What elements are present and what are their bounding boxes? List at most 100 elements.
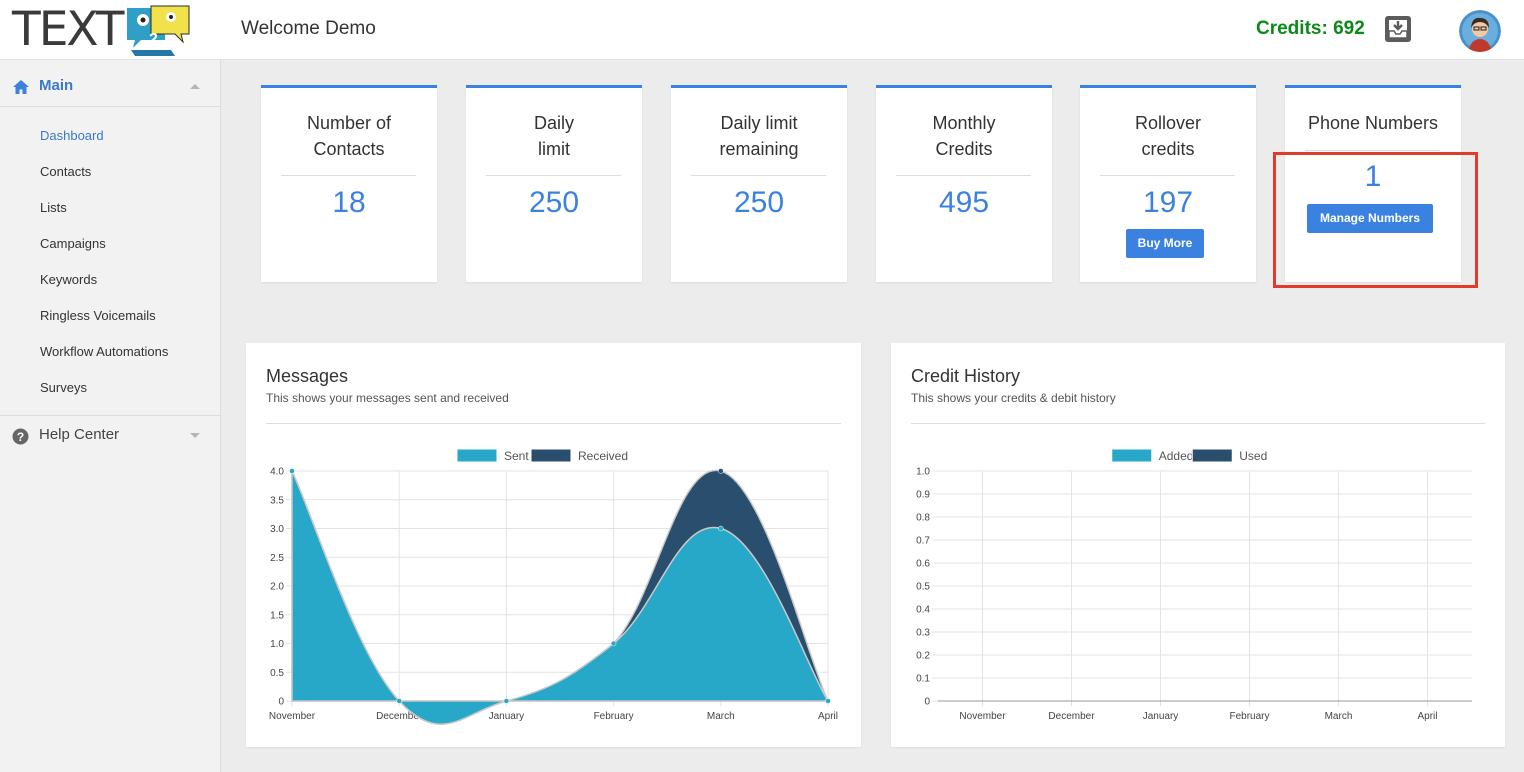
- legend-label: Received: [578, 449, 628, 463]
- logo-number: 2: [149, 31, 158, 48]
- y-tick-label: 0.5: [916, 582, 930, 593]
- logo-text: TEXT: [12, 2, 124, 57]
- y-tick-label: 0.7: [916, 536, 930, 547]
- data-point-sent: [825, 698, 831, 704]
- x-tick-label: April: [818, 711, 838, 722]
- y-tick-label: 0.4: [916, 605, 930, 616]
- stat-value: 197: [1142, 186, 1194, 219]
- stat-value: 250: [733, 186, 785, 219]
- sidebar-main-label: Main: [39, 77, 74, 94]
- y-tick-label: 4.0: [270, 467, 284, 478]
- messages-chart: Sent Received 0 0.5 1.0 1.5 2.0 2.5 3.0 3.5 4.0 Nov…: [269, 448, 838, 725]
- sidebar: Main Dashboard Contacts Lists Campaigns …: [0, 60, 221, 772]
- sidebar-item-campaigns[interactable]: Campaigns: [40, 236, 106, 251]
- legend-label: Added: [1159, 449, 1194, 463]
- y-tick-label: 0: [278, 697, 284, 708]
- stat-card-daily-limit: Daily limit 250: [466, 85, 642, 282]
- card-divider: [691, 175, 826, 176]
- highlight-annotation: [1273, 152, 1478, 288]
- x-tick-label: November: [269, 711, 316, 722]
- sidebar-divider: [0, 106, 221, 107]
- y-tick-label: 1.0: [270, 639, 284, 650]
- y-tick-label: 1.0: [916, 467, 930, 478]
- top-header: TEXT 2 Welcome Demo Credits: 692: [0, 0, 1524, 60]
- svg-text:?: ?: [17, 430, 24, 444]
- y-tick-label: 0.3: [916, 628, 930, 639]
- data-point-sent: [289, 468, 295, 474]
- y-tick-label: 2.5: [270, 553, 284, 564]
- stat-title: credits: [1141, 139, 1195, 159]
- panel-title: Credit History: [911, 366, 1021, 386]
- legend-swatch: [1111, 448, 1153, 463]
- x-tick-label: December: [1048, 711, 1095, 722]
- stat-title: Credits: [935, 139, 993, 159]
- legend-label: Sent: [504, 449, 529, 463]
- sidebar-divider: [0, 415, 221, 416]
- x-tick-label: December: [376, 711, 423, 722]
- sidebar-item-ringless-voicemails[interactable]: Ringless Voicemails: [40, 308, 156, 323]
- legend-swatch: [456, 448, 498, 463]
- x-tick-label: March: [707, 711, 735, 722]
- welcome-text: Welcome Demo: [241, 18, 376, 39]
- user-avatar[interactable]: [1459, 10, 1501, 52]
- card-divider: [1100, 175, 1235, 176]
- stat-value: 18: [332, 186, 366, 219]
- credit-history-panel: Credit History This shows your credits &…: [891, 343, 1505, 747]
- legend-label: Used: [1239, 449, 1267, 463]
- y-tick-label: 0: [924, 697, 930, 708]
- home-icon: [13, 80, 29, 94]
- panel-title: Messages: [266, 366, 349, 386]
- manage-numbers-button[interactable]: Manage Numbers: [1307, 204, 1433, 233]
- sidebar-item-keywords[interactable]: Keywords: [40, 272, 98, 287]
- credits-balance: Credits: 692: [1256, 18, 1365, 39]
- stat-value: 250: [528, 186, 580, 219]
- stat-title: Contacts: [313, 139, 385, 159]
- x-tick-label: April: [1417, 711, 1437, 722]
- data-point-sent: [396, 698, 402, 704]
- card-divider: [896, 175, 1031, 176]
- x-tick-label: February: [594, 711, 634, 722]
- sidebar-item-surveys[interactable]: Surveys: [40, 380, 87, 395]
- x-tick-label: January: [1143, 711, 1179, 722]
- panel-divider: [911, 423, 1485, 424]
- question-circle-icon: ?: [12, 428, 29, 445]
- stat-title: Number of: [306, 113, 392, 133]
- data-point-received: [718, 468, 724, 474]
- download-inbox-icon[interactable]: [1384, 15, 1412, 43]
- chevron-up-icon: [190, 84, 200, 89]
- card-divider: [486, 175, 621, 176]
- data-point-sent: [610, 640, 617, 647]
- stat-title: limit: [538, 139, 570, 159]
- sidebar-item-workflow-automations[interactable]: Workflow Automations: [40, 344, 169, 359]
- y-tick-label: 0.8: [916, 513, 930, 524]
- sidebar-item-dashboard[interactable]: Dashboard: [40, 128, 104, 143]
- stat-title: Daily: [533, 113, 574, 133]
- x-tick-label: February: [1229, 711, 1269, 722]
- panel-subtitle: This shows your credits & debit history: [911, 391, 1116, 405]
- buy-more-button[interactable]: Buy More: [1126, 229, 1204, 258]
- x-tick-label: January: [489, 711, 525, 722]
- legend-swatch: [530, 448, 572, 463]
- y-tick-label: 0.5: [270, 668, 284, 679]
- series-area-sent: [291, 470, 830, 725]
- sidebar-item-contacts[interactable]: Contacts: [40, 164, 92, 179]
- stat-card-phone-numbers: Phone Numbers 1 Manage Numbers: [1285, 85, 1461, 282]
- text2-logo[interactable]: TEXT 2: [12, 2, 192, 58]
- stat-card-monthly-credits: Monthly Credits 495: [876, 85, 1052, 282]
- stat-value: 1: [1364, 160, 1382, 193]
- data-point-sent: [718, 525, 724, 532]
- y-tick-label: 0.2: [916, 651, 930, 662]
- y-tick-label: 0.1: [916, 674, 930, 685]
- messages-panel: Messages This shows your messages sent a…: [246, 343, 861, 747]
- stat-title: Rollover: [1134, 113, 1202, 133]
- chevron-down-icon: [190, 433, 200, 438]
- sidebar-section-main[interactable]: Main: [0, 63, 221, 111]
- stat-card-rollover-credits: Rollover credits 197 Buy More: [1080, 85, 1256, 282]
- stat-title: Phone Numbers: [1307, 113, 1439, 133]
- sidebar-section-help-center[interactable]: ? Help Center: [0, 412, 221, 460]
- stat-title: Monthly: [932, 113, 996, 133]
- credit-history-chart: Added Used 0 0.1 0.2 0.3 0.4 0.5 0.6 0.7 0.8 0.9 1.0…: [916, 448, 1472, 722]
- sidebar-help-label: Help Center: [39, 426, 120, 443]
- sidebar-item-lists[interactable]: Lists: [40, 200, 67, 215]
- card-divider: [281, 175, 416, 176]
